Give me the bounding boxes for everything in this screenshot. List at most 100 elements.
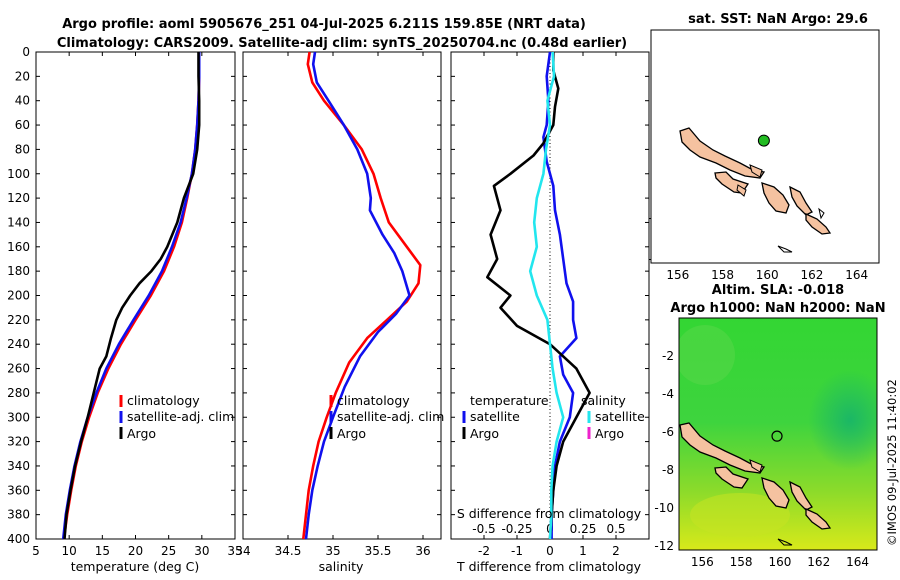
argo-float-marker <box>757 134 770 147</box>
depth-tick-label: 260 <box>7 362 30 376</box>
sla-map-lat-label: -2 <box>662 349 674 363</box>
depth-tick-label: 80 <box>15 142 30 156</box>
figure-title-line2: Climatology: CARS2009. Satellite-adj cli… <box>57 36 627 51</box>
land-shape <box>761 182 790 214</box>
x-tick-label: 36 <box>415 544 430 558</box>
t-diff-tick-label: 0 <box>546 544 554 558</box>
sla-field-high <box>690 493 790 537</box>
sla-map-title1: Altim. SLA: -0.018 <box>712 283 844 298</box>
land-shape <box>679 422 766 474</box>
land-shape <box>749 459 763 473</box>
sst-map-lon-label: 162 <box>800 268 823 282</box>
depth-tick-label: 40 <box>15 94 30 108</box>
difference-legend-temperature: temperature satellite Argo <box>462 393 549 441</box>
salinity-legend: climatology satellite-adj. clim Argo <box>329 393 444 441</box>
profile-line-s-satellite <box>528 51 565 540</box>
land-shape <box>789 480 813 511</box>
x-tick-label: 30 <box>194 544 209 558</box>
depth-tick-label: 300 <box>7 410 30 424</box>
land-shape <box>679 127 766 179</box>
sst-map-lon-label: 164 <box>845 268 868 282</box>
land-shape <box>777 538 793 546</box>
legend-label-climatology: climatology <box>127 393 200 408</box>
profile-line-t-argo <box>485 52 591 540</box>
sst-map-land <box>679 127 832 253</box>
depth-tick-label: 400 <box>7 532 30 546</box>
sla-map-lat-label: -10 <box>654 501 674 515</box>
s-diff-tick-label: 0.25 <box>570 522 597 536</box>
salinity-x-label: salinity <box>319 559 364 574</box>
depth-tick-label: 100 <box>7 167 30 181</box>
depth-tick-label: 240 <box>7 337 30 351</box>
profile-line-argo <box>63 52 201 540</box>
sla-map-lon-label: 156 <box>691 555 714 569</box>
depth-tick-label: 220 <box>7 313 30 327</box>
legend-label-satellite: satellite-adj. clim <box>337 409 444 424</box>
x-tick-label: 5 <box>32 544 40 558</box>
land-shape <box>714 466 750 489</box>
depth-tick-label: 200 <box>7 289 30 303</box>
sla-map-lat-label: -8 <box>662 463 674 477</box>
sla-field-patch <box>679 325 735 385</box>
land-shape <box>789 185 813 216</box>
legend-label-s-satellite: satellite <box>595 409 645 424</box>
depth-tick-label: 180 <box>7 264 30 278</box>
x-tick-label: 10 <box>62 544 77 558</box>
sla-map-lon-label: 164 <box>846 555 869 569</box>
x-tick-label: 34 <box>235 544 250 558</box>
legend-label-argo: Argo <box>127 426 156 441</box>
sla-map-lat-label: -6 <box>662 425 674 439</box>
s-diff-tick-label: 0.5 <box>606 522 625 536</box>
depth-tick-label: 280 <box>7 386 30 400</box>
temperature-x-label: temperature (deg C) <box>71 559 200 574</box>
profile-line-climatology <box>302 51 422 540</box>
land-shape <box>761 477 790 509</box>
land-shape <box>805 212 832 235</box>
depth-tick-label: 60 <box>15 118 30 132</box>
t-difference-x-label: T difference from climatology <box>456 559 642 574</box>
depth-tick-label: 140 <box>7 215 30 229</box>
legend-label-t-argo: Argo <box>470 426 499 441</box>
land-shape <box>749 164 763 178</box>
sla-map-field <box>679 318 877 550</box>
sst-map-title: sat. SST: NaN Argo: 29.6 <box>688 12 868 27</box>
t-diff-tick-label: -2 <box>478 544 490 558</box>
difference-legend-salinity: salinity satellite Argo <box>581 393 645 441</box>
depth-tick-label: 160 <box>7 240 30 254</box>
profile-line-t-satellite <box>542 51 578 539</box>
x-tick-label: 35 <box>227 544 242 558</box>
legend-label-climatology: climatology <box>337 393 410 408</box>
legend-label-t-satellite: satellite <box>470 409 520 424</box>
depth-tick-label: 120 <box>7 191 30 205</box>
profile-line-satellite-adj-clim <box>304 51 411 540</box>
x-tick-label: 35 <box>325 544 340 558</box>
land-shape <box>777 245 793 253</box>
sst-map-lon-label: 160 <box>756 268 779 282</box>
sla-map-lat-label: -12 <box>654 539 674 553</box>
land-shape <box>736 184 747 197</box>
x-tick-label: 20 <box>128 544 143 558</box>
s-diff-tick-label: -0.5 <box>472 522 495 536</box>
sst-map-lon-label: 158 <box>711 268 734 282</box>
sla-map-title2: Argo h1000: NaN h2000: NaN <box>670 301 885 316</box>
x-tick-label: 35.5 <box>365 544 392 558</box>
x-tick-label: 15 <box>95 544 110 558</box>
sst-map-lon-label: 156 <box>666 268 689 282</box>
sst-map-frame <box>650 29 880 264</box>
depth-tick-label: 320 <box>7 435 30 449</box>
sla-map-lon-label: 160 <box>768 555 791 569</box>
imos-credit: ©IMOS 09-Jul-2025 11:40:02 <box>885 379 899 546</box>
s-diff-tick-label: -0.25 <box>501 522 532 536</box>
t-diff-tick-label: 2 <box>612 544 620 558</box>
x-tick-label: 34.5 <box>275 544 302 558</box>
sla-map-lat-label: -4 <box>662 387 674 401</box>
depth-tick-label: 340 <box>7 459 30 473</box>
t-diff-tick-label: 1 <box>579 544 587 558</box>
depth-tick-label: 360 <box>7 483 30 497</box>
sla-map-frame <box>678 317 878 551</box>
legend-label-argo: Argo <box>337 426 366 441</box>
figure-title-line1: Argo profile: aoml 5905676_251 04-Jul-20… <box>62 17 586 32</box>
t-diff-tick-label: -1 <box>511 544 523 558</box>
sla-map-lon-label: 162 <box>807 555 830 569</box>
